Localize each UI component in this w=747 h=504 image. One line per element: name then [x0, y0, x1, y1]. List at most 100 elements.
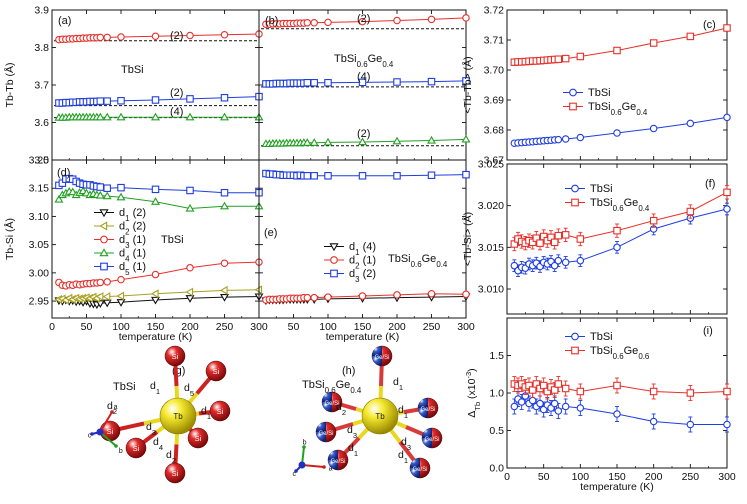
data-point	[185, 112, 195, 121]
atom-label: Ge/Si	[374, 355, 389, 361]
panel-letter-a: (a)	[58, 15, 71, 27]
data-point	[96, 278, 105, 287]
legend-e-1-marker	[329, 243, 339, 252]
axis-label: b	[303, 440, 307, 447]
data-point	[393, 172, 401, 180]
data-point	[686, 207, 695, 216]
data-point	[613, 243, 621, 252]
axis-origin	[298, 461, 306, 469]
data-point	[220, 201, 229, 210]
compound-label-e: TbSi0.6Ge0.4	[388, 253, 448, 269]
y-tick-label: 3.6	[34, 117, 49, 129]
data-point	[302, 138, 312, 146]
legend-f-tbsige-text: TbSi0.6Ge0.4	[590, 197, 650, 213]
y-tick-label: 3.05	[29, 239, 50, 251]
data-point	[117, 275, 125, 284]
axis-label: b	[119, 448, 123, 455]
data-point	[151, 270, 160, 279]
data-point	[151, 32, 160, 40]
data-point	[102, 191, 112, 200]
legend-d-1-marker	[99, 209, 109, 218]
axis-arrow-head	[294, 469, 298, 473]
atom-label: Ge/Si	[324, 401, 339, 407]
series-tbsi0-6ge0-4	[510, 185, 731, 252]
x-tick-label: 0	[504, 471, 510, 483]
x-tick-label: 250	[423, 321, 441, 333]
data-point	[427, 135, 436, 144]
data-point	[536, 399, 544, 408]
data-point	[117, 33, 125, 41]
data-point	[185, 287, 194, 297]
data-point	[303, 79, 312, 87]
data-point	[393, 16, 401, 25]
atom-label: Si	[107, 427, 114, 436]
series-tbsi	[510, 113, 731, 147]
bond-label: d3	[146, 421, 156, 437]
axis-origin	[96, 428, 104, 436]
data-point	[220, 294, 229, 302]
series-d3-2-	[262, 169, 470, 180]
data-point	[554, 135, 563, 144]
series-line-0	[262, 14, 470, 28]
data-point	[576, 404, 585, 412]
data-point	[102, 299, 112, 308]
axis-label: a	[114, 404, 118, 411]
axis-label: a	[329, 466, 333, 473]
data-point	[151, 112, 160, 121]
y-axis-label-tbsi: Tb-Si (Å)	[3, 218, 16, 260]
y-axis-label-tbtb: Tb-Tb (Å)	[3, 63, 16, 108]
data-point	[550, 261, 559, 270]
y-axis-label-f: <Tb-Si> (Å)	[461, 212, 474, 266]
atom-label: Ge/Si	[412, 467, 427, 473]
structure-tbsige: Ge/SiGe/SiGe/SiGe/SiGe/SiGe/SiGe/SiTbd2d…	[292, 345, 443, 479]
x-tick-label: 200	[388, 321, 406, 333]
y-tick-label: 3.7	[34, 80, 49, 92]
y-tick-label: 3.010	[478, 284, 504, 296]
data-point	[116, 291, 125, 301]
si-atom	[164, 462, 186, 484]
series-line-1	[262, 77, 470, 88]
panel-i-chart: 0 50 100 150 200 250 300 temperature (K) 0.0 0.5 1…	[489, 317, 736, 493]
data-point	[561, 231, 570, 239]
axis-arrow	[99, 411, 113, 433]
data-point	[649, 417, 658, 426]
y-tick-label: 3.020	[478, 200, 504, 212]
si-atom	[187, 427, 209, 449]
data-point	[186, 264, 194, 272]
ge-fraction	[422, 428, 432, 438]
legend-d-4-marker	[99, 248, 109, 257]
y-tick-label: 3.015	[478, 242, 504, 254]
plot-area: 3.5 3.6 3.7 3.8 3.9 3.67 3.68 3.69 3.70 3.71 3.72 0…	[29, 5, 736, 494]
data-point	[723, 24, 731, 32]
data-point	[686, 32, 695, 41]
si-atom	[205, 360, 227, 382]
data-point	[686, 389, 695, 397]
legend-d-5-marker	[100, 262, 108, 271]
data-point	[510, 402, 519, 411]
legend-i-tbsige-marker	[571, 346, 579, 355]
bond-label: d2	[336, 401, 346, 417]
data-point	[550, 386, 559, 394]
data-point	[96, 97, 105, 105]
bond-label: d3	[401, 436, 411, 452]
legend-e-2-marker	[330, 256, 338, 264]
data-point	[96, 183, 105, 191]
y-tick-label: 3.10	[29, 211, 50, 223]
data-point	[393, 291, 401, 299]
compound-label-g: TbSi	[113, 381, 136, 393]
ge-fraction	[316, 422, 326, 432]
x-tick-label: 100	[572, 471, 590, 483]
tb-atom	[361, 397, 399, 435]
panel-c-chart: 3.67 3.68 3.69 3.70 3.71 3.72	[484, 5, 731, 167]
data-point	[539, 381, 548, 390]
data-point	[462, 77, 470, 85]
y-tick-label: 2.95	[29, 296, 50, 308]
data-point	[550, 399, 559, 408]
legend-c-tbsige-marker	[569, 102, 577, 111]
atom-label: Si	[172, 352, 179, 361]
legend-f-tbsi-marker	[571, 184, 579, 193]
data-point	[613, 410, 621, 418]
atom-label: Si	[195, 434, 202, 443]
data-point	[723, 113, 731, 122]
data-point	[220, 259, 229, 268]
